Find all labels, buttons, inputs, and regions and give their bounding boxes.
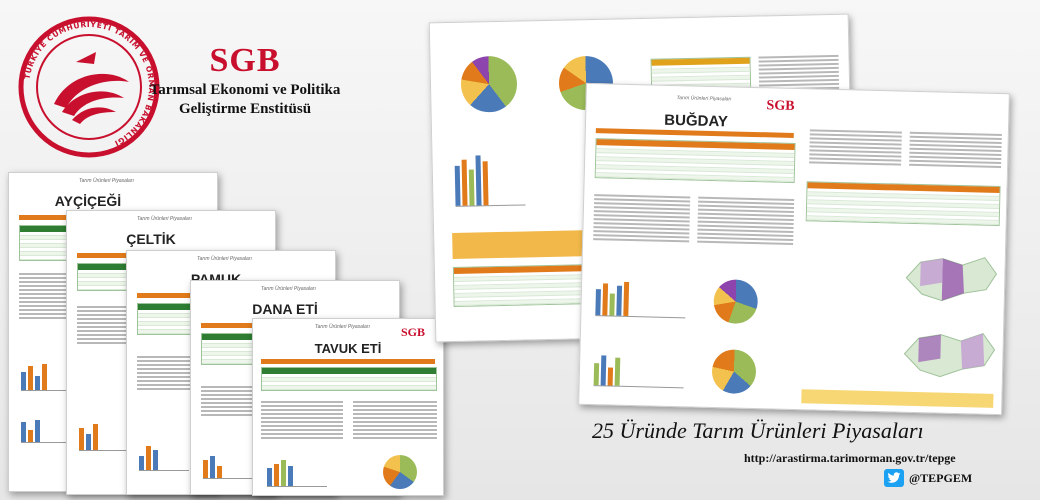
sheet-sgb-badge: SGB [400, 325, 425, 339]
sheet-text [77, 306, 132, 346]
sheet-title: TAVUK ETİ [314, 341, 382, 356]
sheet-header: Tarım Ürünleri Piyasaları [676, 95, 732, 103]
tagline: 25 Üründe Tarım Ürünleri Piyasaları [592, 418, 924, 443]
sheet-table [261, 367, 437, 391]
sheet-bar-chart [595, 276, 687, 319]
sheet-text [353, 401, 437, 441]
brand-name-line-2: Geliştirme Enstitüsü [178, 101, 312, 117]
sheet-sgb-badge: SGB [766, 98, 795, 114]
sheet-bar-chart [593, 346, 685, 389]
sheet-pie-chart [460, 55, 518, 113]
sheet-divider [261, 359, 435, 364]
brand-name-line-1: Tarımsal Ekonomi ve Politika [149, 82, 341, 98]
brand-block: SGB Tarımsal Ekonomi ve Politika Gelişti… [130, 42, 360, 118]
sheet-text [261, 401, 343, 441]
sheet-divider [801, 389, 994, 408]
sheet-table [805, 181, 1001, 227]
sheet-title: DANA ETİ [252, 301, 318, 317]
sheet-bar-chart [21, 361, 71, 391]
sheet-pie-chart [713, 279, 759, 325]
sheet-table [594, 138, 796, 183]
twitter-handle[interactable]: @TEPGEM [909, 470, 973, 485]
sheet-header: Tarım Ürünleri Piyasaları [137, 216, 192, 222]
ministry-seal-logo: TÜRKİYE CUMHURİYETİ TARIM VE ORMAN BAKAN… [18, 16, 160, 158]
sheet-table [201, 333, 281, 365]
sheet-bar-chart [139, 441, 189, 471]
sheet-map-illustration [903, 333, 996, 378]
sheet-bar-chart [21, 413, 71, 443]
twitter-icon[interactable] [884, 469, 904, 487]
sheet-bar-chart [203, 449, 253, 479]
sheet-text [19, 273, 74, 321]
sheet-bar-chart [79, 421, 129, 451]
sheet-header: Tarım Ürünleri Piyasaları [79, 178, 134, 184]
sheet-text [201, 386, 256, 418]
sheet-table [77, 263, 157, 291]
sheet-bar-chart [454, 145, 526, 207]
sheet-header: Tarım Ürünleri Piyasaları [315, 324, 370, 330]
sheet-text [137, 356, 192, 392]
sheet-pie-chart [383, 455, 417, 489]
sheet-title: ÇELTİK [126, 231, 176, 247]
publication-sheet-tavuk-eti: Tarım Ürünleri Piyasaları SGB TAVUK ETİ [252, 318, 444, 496]
sheet-text [909, 131, 1002, 170]
sheet-header: Tarım Ürünleri Piyasaları [261, 286, 316, 292]
sheet-header: Tarım Ürünleri Piyasaları [197, 256, 252, 262]
sheet-pie-chart [711, 349, 757, 395]
sheet-text [697, 196, 795, 247]
sheet-table [137, 303, 217, 335]
sheet-text [809, 129, 902, 167]
twitter-handle-group[interactable]: @TEPGEM [884, 469, 972, 487]
brand-abbreviation: SGB [209, 42, 281, 79]
publication-sheet-bugday: Tarım Ürünleri Piyasaları SGB BUĞDAY [578, 82, 1010, 416]
sheet-bar-chart [267, 457, 327, 487]
sheet-text [593, 194, 691, 244]
sheet-title: AYÇİÇEĞİ [54, 193, 122, 209]
sheet-table [19, 225, 109, 261]
website-link[interactable]: http://arastirma.tarimorman.gov.tr/tepge [744, 451, 956, 465]
sheet-map-illustration [905, 257, 998, 302]
